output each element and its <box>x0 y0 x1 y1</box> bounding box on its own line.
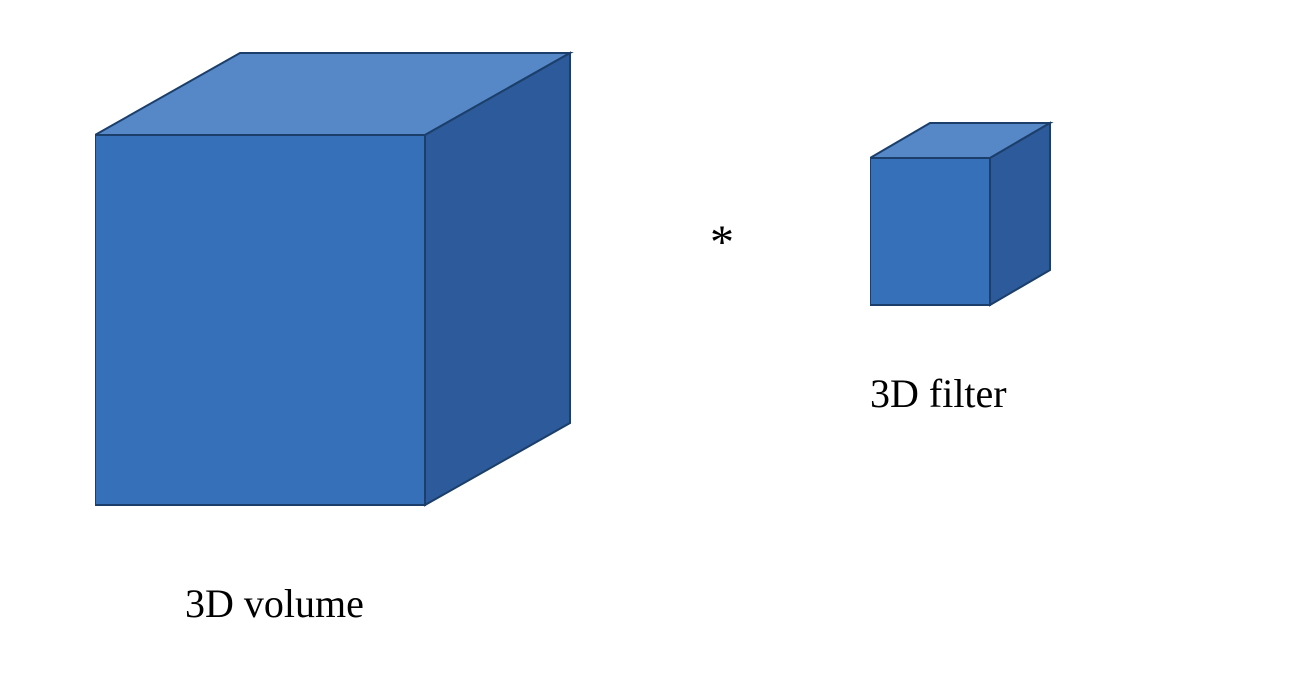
volume-cube-svg <box>95 45 575 515</box>
volume-cube-front <box>95 135 425 505</box>
filter-cube-svg <box>870 120 1070 315</box>
filter-cube <box>870 120 1070 315</box>
volume-cube <box>95 45 575 515</box>
convolution-operator: * <box>710 215 734 270</box>
diagram-container: 3D volume * 3D filter <box>0 0 1314 688</box>
filter-label: 3D filter <box>870 370 1007 417</box>
volume-label: 3D volume <box>185 580 364 627</box>
filter-cube-front <box>870 158 990 305</box>
